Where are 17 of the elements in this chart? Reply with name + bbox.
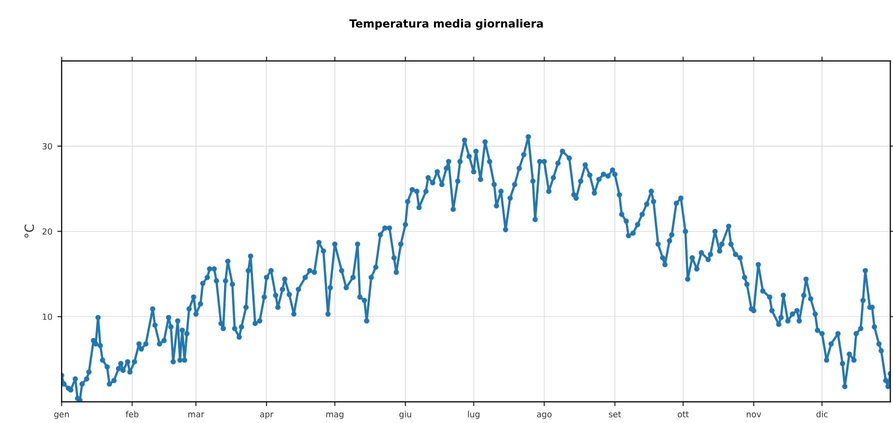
x-tick-label: feb — [126, 410, 138, 418]
x-tick-label: gen — [54, 412, 69, 419]
y-tick-label: 10 — [42, 314, 52, 320]
x-tick-label: mag — [326, 412, 344, 419]
y-tick-label: 30 — [42, 143, 52, 150]
x-tick-label: nov — [746, 412, 762, 418]
chart-title: Temperatura media giornaliera — [349, 19, 543, 30]
x-tick-label: ago — [537, 412, 552, 419]
x-tick-label: ott — [678, 411, 689, 418]
x-tick-label: lug — [468, 410, 480, 419]
x-tick-label: giu — [399, 410, 412, 419]
y-tick-label: 20 — [42, 228, 52, 235]
x-tick-label: set — [608, 411, 622, 418]
y-axis-title: °C — [24, 224, 34, 238]
x-tick-label: dic — [816, 410, 828, 418]
x-tick-label: apr — [260, 412, 274, 419]
x-tick-label: mar — [188, 412, 204, 418]
